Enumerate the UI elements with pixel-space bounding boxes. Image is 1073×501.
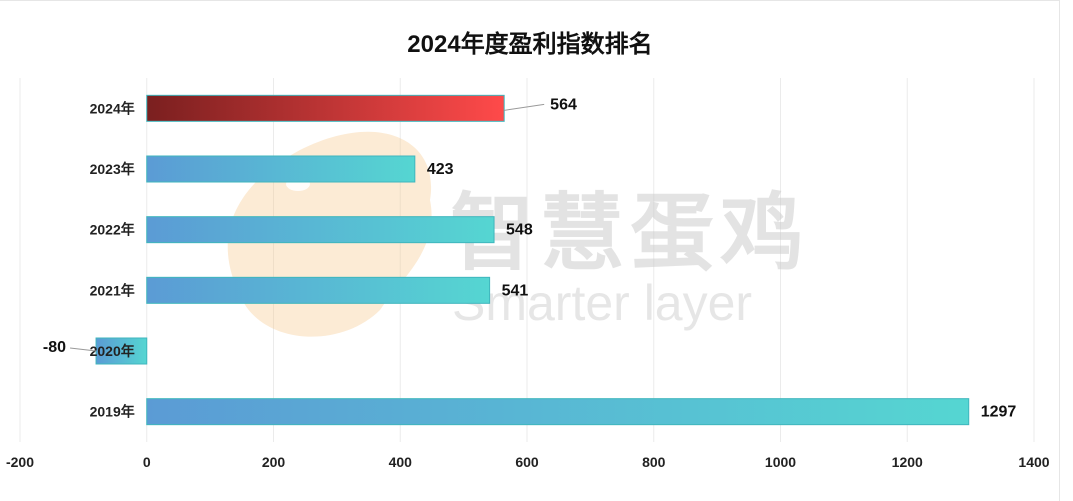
bar-2019年 xyxy=(146,398,970,426)
bar-2024年 xyxy=(146,94,505,122)
category-label: 2022年 xyxy=(90,222,135,238)
x-tick-label: 1000 xyxy=(765,454,796,470)
x-tick-label: -200 xyxy=(6,454,34,470)
watermark-cn: 智慧蛋鸡 xyxy=(450,186,810,280)
value-label: 541 xyxy=(502,282,529,299)
bars xyxy=(95,94,970,426)
labels: 2024年 564 2023年 423 2022年 548 2021年 541 2020年 -80… xyxy=(43,96,1016,420)
x-tick-label: 0 xyxy=(143,454,151,470)
value-label: 1297 xyxy=(981,404,1017,421)
bar-2022年 xyxy=(146,216,495,244)
x-tick-label: 200 xyxy=(262,454,286,470)
value-label: 564 xyxy=(550,96,577,113)
bar-2020年 xyxy=(95,337,148,365)
bar-2021年 xyxy=(146,276,491,304)
category-label: 2021年 xyxy=(90,282,135,298)
category-label: 2024年 xyxy=(90,100,135,116)
value-label: -80 xyxy=(43,339,66,356)
category-label: 2019年 xyxy=(90,404,135,420)
x-tick-label: 1200 xyxy=(892,454,923,470)
watermark-en: Smarter layer xyxy=(452,275,752,331)
value-leader-line xyxy=(69,347,97,352)
value-label: 548 xyxy=(506,222,533,239)
category-label: 2020年 xyxy=(90,343,135,359)
x-tick-label: 800 xyxy=(642,454,666,470)
x-tick-label: 1400 xyxy=(1018,454,1049,470)
x-tick-label: 400 xyxy=(389,454,413,470)
grid-lines xyxy=(19,78,1035,442)
category-label: 2023年 xyxy=(90,161,135,177)
value-leader-line xyxy=(504,103,545,111)
bar-2023年 xyxy=(146,155,416,183)
value-label: 423 xyxy=(427,161,454,178)
chart-title: 2024年度盈利指数排名 xyxy=(407,31,653,58)
x-axis: -200 0 200 400 600 800 1000 1200 1400 xyxy=(6,454,1050,470)
x-tick-label: 600 xyxy=(515,454,539,470)
